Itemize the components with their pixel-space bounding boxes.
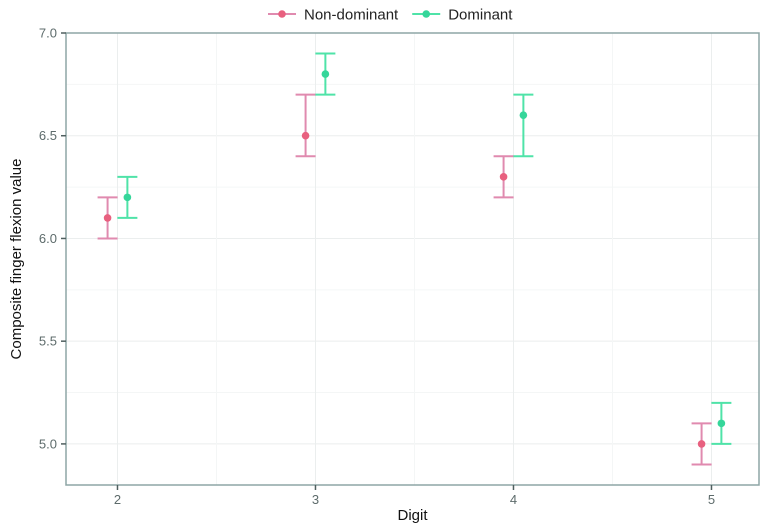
point-non-dominant bbox=[697, 440, 706, 448]
legend-point-icon bbox=[422, 10, 431, 18]
point-dominant bbox=[519, 111, 528, 119]
x-tick-label: 4 bbox=[510, 492, 517, 507]
plot-panel bbox=[65, 32, 760, 486]
grid bbox=[66, 32, 759, 485]
point-dominant bbox=[123, 193, 132, 202]
legend-point-icon bbox=[278, 10, 286, 18]
x-axis-title: Digit bbox=[397, 507, 428, 524]
y-axis-title: Composite finger flexion value bbox=[8, 159, 25, 360]
legend-item-dominant: Dominant bbox=[412, 7, 513, 24]
point-dominant bbox=[321, 70, 330, 78]
legend: Non-dominant Dominant bbox=[268, 7, 513, 24]
x-axis-ticks: 2 3 4 5 bbox=[114, 485, 715, 507]
legend-label: Dominant bbox=[448, 7, 513, 24]
error-bar-dominant bbox=[513, 93, 534, 158]
point-non-dominant bbox=[499, 173, 508, 181]
y-tick-label: 6.0 bbox=[39, 231, 57, 246]
point-non-dominant bbox=[301, 131, 310, 140]
point-non-dominant bbox=[103, 214, 112, 222]
x-tick-label: 5 bbox=[708, 492, 715, 507]
legend-label: Non-dominant bbox=[304, 7, 399, 24]
error-bar-non-dominant bbox=[295, 93, 316, 158]
point-dominant bbox=[717, 419, 726, 428]
data-points bbox=[103, 70, 726, 448]
legend-item-non-dominant: Non-dominant bbox=[268, 7, 399, 24]
y-tick-label: 6.5 bbox=[39, 128, 57, 143]
y-tick-label: 5.5 bbox=[39, 334, 57, 349]
y-axis-ticks: 5.0 5.5 6.0 6.5 7.0 bbox=[39, 26, 66, 451]
x-tick-label: 3 bbox=[312, 492, 319, 507]
y-tick-label: 7.0 bbox=[39, 26, 57, 41]
x-tick-label: 2 bbox=[114, 492, 121, 507]
y-tick-label: 5.0 bbox=[39, 436, 57, 451]
